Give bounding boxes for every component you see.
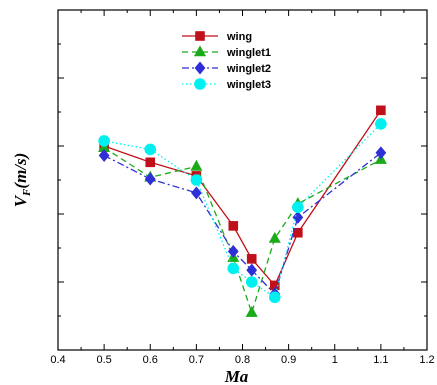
legend: wing winglet1 winglet2 winglet3 bbox=[182, 31, 271, 91]
data-point-winglet2 bbox=[292, 210, 304, 224]
data-point-winglet3 bbox=[227, 262, 240, 275]
axes: 0.4 0.5 0.6 0.7 0.8 0.9 1 1.1 1.2 bbox=[50, 9, 435, 366]
legend-label: winglet3 bbox=[226, 79, 271, 91]
data-point-winglet1 bbox=[268, 231, 281, 243]
x-tick-label: 1 bbox=[332, 354, 338, 366]
data-point-winglet3 bbox=[375, 118, 387, 130]
y-axis-title-unit: (m/s) bbox=[11, 153, 30, 189]
data-point-winglet2 bbox=[246, 263, 258, 277]
legend-entry-wing: wing bbox=[182, 31, 252, 43]
plot-frame bbox=[57, 9, 428, 351]
x-tick-label: 0.8 bbox=[235, 354, 250, 366]
x-tick-label: 1.2 bbox=[419, 354, 434, 366]
data-point-wing bbox=[293, 227, 303, 238]
data-point-winglet2 bbox=[144, 172, 156, 186]
data-point-wing bbox=[228, 221, 239, 231]
y-axis-title: VF(m/s) bbox=[11, 153, 33, 208]
series-winglet1 bbox=[98, 141, 387, 317]
legend-entry-winglet1: winglet1 bbox=[182, 45, 271, 59]
x-tick-label: 0.5 bbox=[96, 354, 111, 366]
data-point-winglet3 bbox=[268, 291, 281, 304]
legend-entry-winglet2: winglet2 bbox=[182, 61, 271, 75]
legend-label: wing bbox=[226, 31, 252, 43]
data-point-wing bbox=[145, 157, 156, 168]
data-point-wing bbox=[246, 254, 257, 264]
x-axis-title: Ma bbox=[224, 367, 249, 385]
y-axis-title-subscript: F bbox=[21, 188, 33, 197]
series-winglet3 bbox=[98, 118, 387, 304]
series-line-winglet2 bbox=[103, 152, 382, 296]
data-point-winglet3 bbox=[245, 276, 258, 288]
x-tick-label: 1.1 bbox=[373, 354, 388, 366]
data-point-winglet2 bbox=[227, 244, 239, 258]
axis-titles: Ma VF(m/s) bbox=[11, 153, 249, 385]
legend-marker bbox=[195, 31, 205, 41]
x-tick-label: 0.4 bbox=[50, 354, 65, 366]
legend-label: winglet2 bbox=[226, 63, 271, 75]
x-tick-label: 0.7 bbox=[189, 354, 204, 366]
data-point-winglet2 bbox=[98, 149, 110, 162]
data-point-winglet3 bbox=[292, 201, 304, 213]
data-point-winglet2 bbox=[375, 146, 387, 160]
series-line-wing bbox=[103, 109, 382, 287]
series-layer bbox=[98, 105, 387, 317]
data-point-wing bbox=[376, 105, 386, 116]
legend-label: winglet1 bbox=[226, 47, 271, 59]
legend-entry-winglet3: winglet3 bbox=[182, 78, 271, 91]
legend-marker bbox=[193, 45, 207, 57]
x-tick-label: 0.6 bbox=[143, 354, 158, 366]
data-point-winglet1 bbox=[245, 305, 258, 317]
series-winglet2 bbox=[98, 146, 387, 301]
legend-marker bbox=[194, 78, 206, 90]
y-axis-title-main: V bbox=[11, 194, 30, 207]
data-point-winglet3 bbox=[190, 174, 203, 186]
data-point-winglet3 bbox=[144, 143, 157, 156]
data-point-winglet2 bbox=[190, 186, 202, 200]
legend-marker bbox=[194, 61, 206, 75]
x-tick-label: 0.9 bbox=[281, 354, 296, 366]
series-line-winglet3 bbox=[103, 123, 382, 299]
series-wing bbox=[99, 105, 386, 291]
data-point-winglet1 bbox=[190, 159, 203, 171]
data-point-winglet3 bbox=[98, 135, 110, 147]
